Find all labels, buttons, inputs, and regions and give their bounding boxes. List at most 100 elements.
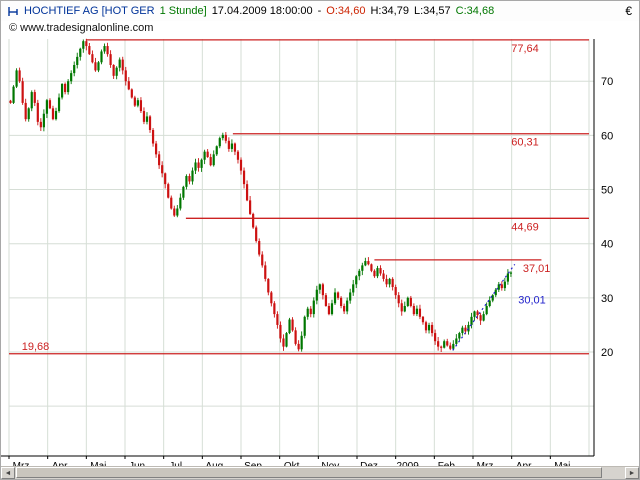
candle-body bbox=[285, 333, 288, 347]
price-level-label: 37,01 bbox=[523, 263, 551, 275]
y-axis-label: 50 bbox=[601, 185, 613, 197]
candle-body bbox=[324, 295, 328, 306]
candle-body bbox=[418, 308, 422, 317]
candle-body bbox=[300, 335, 303, 350]
candle-body bbox=[94, 62, 97, 71]
candle-body bbox=[476, 311, 479, 316]
scroll-left-button[interactable]: ◄ bbox=[1, 467, 15, 479]
trend-line[interactable] bbox=[452, 263, 516, 351]
candle-body bbox=[437, 341, 440, 347]
candle-body bbox=[51, 108, 55, 120]
candle-body bbox=[167, 184, 170, 198]
candle-body bbox=[333, 292, 337, 304]
candle-body bbox=[503, 281, 506, 289]
grid bbox=[8, 39, 594, 456]
candle-body bbox=[455, 338, 458, 344]
y-axis-label: 60 bbox=[601, 130, 613, 142]
candle-body bbox=[446, 341, 449, 346]
candle-body bbox=[239, 159, 243, 171]
candle-body bbox=[127, 81, 130, 90]
close-value: C:34,68 bbox=[455, 5, 495, 17]
candle-body bbox=[57, 97, 61, 112]
candle-body bbox=[388, 278, 391, 285]
candle-body bbox=[509, 272, 513, 274]
candle-body bbox=[158, 154, 161, 166]
candle-body bbox=[255, 227, 258, 242]
candle-body bbox=[197, 162, 200, 168]
candle-body bbox=[27, 108, 30, 120]
candle-body bbox=[397, 295, 400, 304]
candle-body bbox=[64, 83, 67, 93]
candle-body bbox=[288, 319, 291, 334]
datetime-label: 17.04.2009 18:00:00 bbox=[211, 5, 313, 17]
candle-body bbox=[242, 170, 246, 185]
candle-body bbox=[500, 284, 503, 289]
candle-body bbox=[367, 261, 370, 265]
x-axis-label: Okt bbox=[284, 461, 300, 468]
candle-body bbox=[352, 284, 355, 293]
candle-body bbox=[209, 157, 212, 166]
high-value: H:34,79 bbox=[370, 5, 409, 17]
trend-line-label: 30,01 bbox=[518, 294, 546, 306]
candle-body bbox=[148, 116, 152, 130]
candle-body bbox=[343, 305, 346, 312]
candle-body bbox=[358, 270, 361, 277]
interval-label: 1 Stunde] bbox=[159, 5, 207, 17]
candle-body bbox=[482, 314, 485, 321]
price-chart[interactable]: Mrz Apr Mai Jun Jul Aug Sep Okt Nov Dez 2009 Feb Mrz… bbox=[1, 37, 640, 468]
candle-body bbox=[136, 100, 139, 106]
candle-body bbox=[227, 140, 230, 149]
price-level-label: 77,64 bbox=[511, 43, 539, 55]
candle-body bbox=[154, 143, 158, 155]
x-axis-label: Jun bbox=[129, 461, 145, 468]
candle-body bbox=[151, 129, 155, 144]
horizontal-scrollbar[interactable]: ◄ ► bbox=[1, 466, 639, 479]
candle-body bbox=[24, 102, 27, 120]
candle-body bbox=[391, 278, 394, 288]
candle-body bbox=[118, 59, 121, 68]
candle-body bbox=[485, 305, 488, 315]
y-axis-label: 20 bbox=[601, 347, 613, 359]
candle-body bbox=[170, 197, 173, 209]
candle-body bbox=[403, 305, 406, 312]
candle-body bbox=[100, 51, 103, 63]
separator-dash: - bbox=[317, 5, 322, 17]
candle-body bbox=[45, 100, 49, 114]
candle-body bbox=[467, 324, 470, 332]
candle-body bbox=[267, 278, 270, 293]
x-axis-label: Feb bbox=[438, 461, 456, 468]
candle-body bbox=[252, 213, 255, 228]
instrument-title: HOCHTIEF AG [HOT GER bbox=[24, 5, 155, 17]
price-level-label: 44,69 bbox=[511, 221, 539, 233]
candle-body bbox=[161, 165, 164, 174]
candle-body bbox=[188, 176, 191, 182]
candle-body bbox=[346, 300, 349, 312]
candle-body bbox=[294, 330, 297, 344]
scroll-track[interactable] bbox=[15, 467, 625, 479]
candle-body bbox=[139, 100, 143, 112]
candle-body bbox=[142, 111, 146, 122]
candle-body bbox=[54, 111, 58, 120]
candle-body bbox=[203, 151, 206, 160]
candle-body bbox=[430, 324, 434, 334]
candle-body bbox=[15, 70, 18, 87]
x-axis-label: Apr bbox=[52, 461, 68, 468]
candle-body bbox=[85, 41, 88, 47]
candle-body bbox=[491, 295, 494, 301]
candle-body bbox=[497, 284, 500, 290]
open-value: O:34,60 bbox=[326, 5, 366, 17]
candle-body bbox=[236, 151, 240, 160]
candle-body bbox=[212, 154, 215, 166]
candle-body bbox=[330, 303, 334, 315]
scroll-thumb[interactable] bbox=[16, 467, 602, 478]
currency-label: € bbox=[625, 4, 632, 18]
candle-body bbox=[18, 70, 21, 82]
candle-body bbox=[309, 308, 312, 315]
scroll-right-button[interactable]: ► bbox=[625, 467, 639, 479]
candle-body bbox=[415, 308, 419, 315]
candle-body bbox=[264, 265, 267, 279]
candle-body bbox=[506, 273, 509, 282]
candle-body bbox=[306, 308, 309, 317]
candle-body bbox=[130, 89, 133, 98]
